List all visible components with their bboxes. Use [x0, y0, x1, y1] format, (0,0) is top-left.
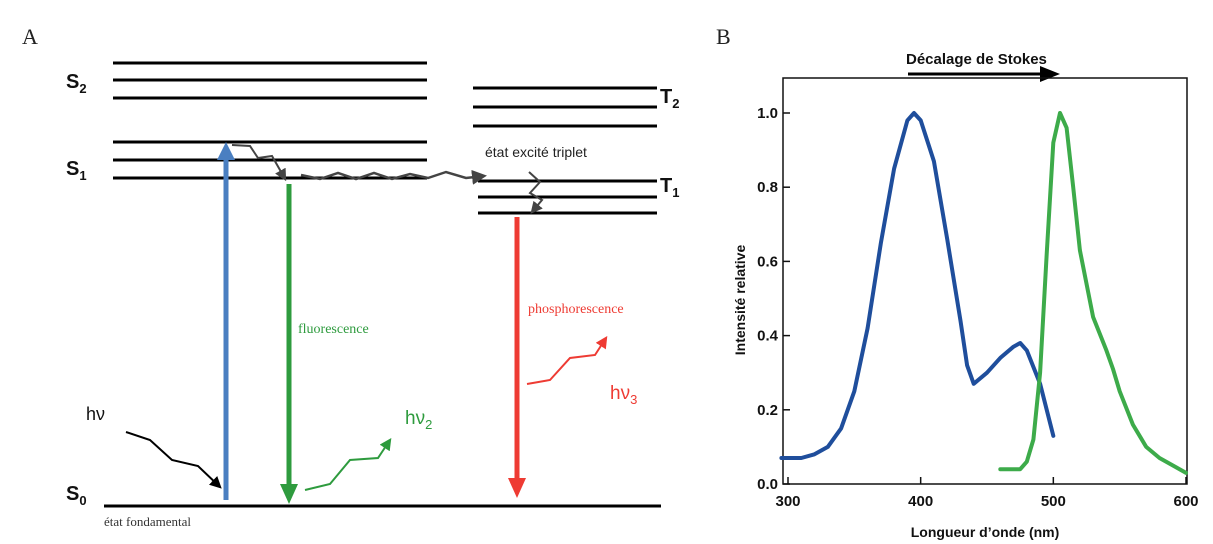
- x-axis-label: Longueur d’onde (nm): [911, 524, 1060, 540]
- incident-photon-arrow: [125, 431, 222, 489]
- y-tick-label: 0.0: [757, 476, 778, 493]
- s2-levels: [113, 61, 427, 100]
- internal-conversion-arrow: [231, 144, 287, 182]
- panel-b: B Décalage de Stokes Intensité relative …: [716, 24, 1199, 540]
- plot-frame: [782, 77, 1188, 485]
- hv2-label: hν2: [405, 408, 432, 432]
- stokes-shift-label: Décalage de Stokes: [906, 51, 1047, 68]
- t2-levels: [473, 86, 657, 128]
- fluorescence-label: fluorescence: [298, 322, 369, 337]
- t1-label: T1: [660, 175, 679, 200]
- x-tick-label: 500: [1041, 493, 1066, 510]
- s0-label: S0: [66, 483, 87, 508]
- y-axis-label: Intensité relative: [732, 245, 748, 356]
- phosphorescence-photon-arrow: [526, 335, 608, 385]
- series-group: [779, 111, 1188, 475]
- panel-a: A S2 S1 S0 T2 T1: [22, 24, 679, 529]
- fluorescence-arrowhead: [280, 484, 298, 504]
- t1-levels: [478, 179, 657, 215]
- absorption-arrowhead: [217, 142, 235, 160]
- excitation-spectrum-line: [779, 111, 1056, 460]
- x-tick-label: 600: [1173, 493, 1198, 510]
- tick-group: 300 400 500 600 0.0 0.2 0.4 0.6 0.8 1.0: [757, 105, 1198, 510]
- phosphorescence-label: phosphorescence: [528, 302, 624, 317]
- panel-a-label: A: [22, 24, 38, 49]
- y-tick-label: 0.2: [757, 402, 778, 419]
- triplet-relaxation-arrow: [528, 171, 544, 214]
- s1-levels: [113, 140, 427, 180]
- measured-data-trace: [1000, 111, 1187, 474]
- t2-label: T2: [660, 86, 679, 111]
- intersystem-crossing-arrow: [300, 169, 487, 185]
- ground-state-label: état fondamental: [104, 514, 191, 529]
- emission-spectrum-line: [998, 111, 1188, 475]
- phosphorescence-arrowhead: [508, 478, 526, 498]
- y-tick-label: 0.6: [757, 253, 778, 270]
- s2-label: S2: [66, 71, 87, 96]
- triplet-state-label: état excité triplet: [485, 144, 587, 160]
- x-tick-label: 400: [908, 493, 933, 510]
- x-tick-label: 300: [775, 493, 800, 510]
- y-tick-label: 0.4: [757, 328, 779, 345]
- hv3-label: hν3: [610, 383, 637, 407]
- panel-b-label: B: [716, 24, 731, 49]
- y-tick-label: 1.0: [757, 105, 778, 122]
- measured-data-trace: [781, 112, 1054, 459]
- y-tick-label: 0.8: [757, 179, 778, 196]
- stokes-shift-arrowhead: [1040, 66, 1060, 82]
- s1-label: S1: [66, 158, 87, 183]
- hv-label: hν: [86, 404, 105, 424]
- fluorescence-photon-arrow: [304, 438, 392, 491]
